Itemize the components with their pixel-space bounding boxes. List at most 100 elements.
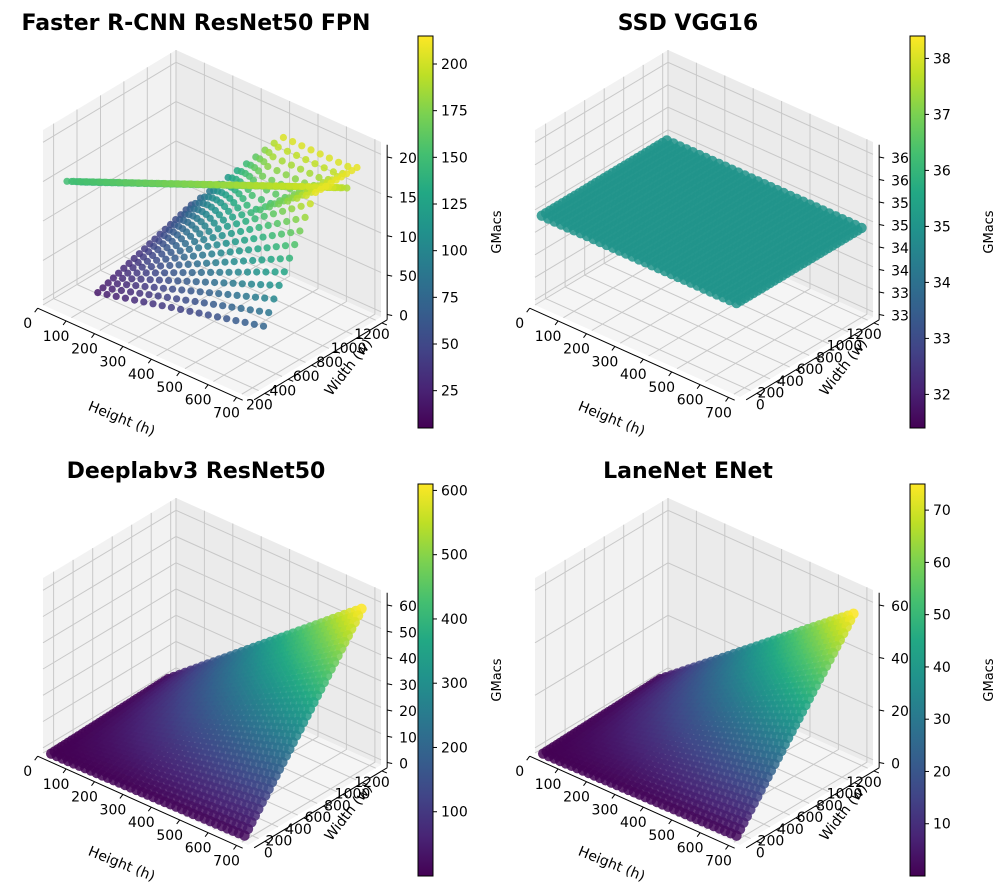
y-tick-label: 1200: [354, 775, 390, 791]
y-tick-label: 600: [797, 810, 824, 826]
y-axis-line: [253, 767, 388, 849]
grid-line: [42, 535, 382, 629]
data-point: [221, 258, 229, 266]
colorbar-tick-label: 600: [441, 483, 468, 499]
data-point: [285, 254, 294, 262]
colorbar-tick-label: 70: [933, 503, 951, 519]
colorbar-tick-label: 30: [933, 712, 951, 728]
data-point: [94, 289, 102, 297]
y-tick-mark: [381, 322, 388, 326]
data-point: [245, 246, 253, 254]
data-point: [280, 268, 288, 276]
data-point: [170, 269, 178, 277]
data-point: [210, 219, 218, 227]
x-tick-mark: [34, 755, 39, 761]
colorbar-tick-label: 200: [441, 740, 468, 756]
data-point: [112, 292, 120, 300]
data-point: [104, 279, 112, 287]
data-point: [239, 830, 250, 841]
data-point: [192, 278, 200, 286]
data-point: [301, 213, 309, 221]
colorbar-label: GMacs: [490, 210, 505, 253]
y-tick-label: 1200: [846, 775, 882, 791]
data-point: [242, 292, 250, 300]
grid-line: [184, 113, 319, 370]
data-point: [255, 167, 263, 175]
data-point: [316, 150, 324, 158]
x-tick-label: 300: [592, 354, 619, 370]
y-tick-mark: [381, 770, 388, 774]
data-point: [213, 181, 221, 189]
data-point: [181, 180, 189, 188]
data-point: [233, 291, 241, 299]
data-point: [269, 153, 277, 161]
y-tick-label: 0: [756, 397, 765, 413]
x-axis-line: [37, 307, 243, 401]
data-point: [157, 262, 165, 270]
z-tick-label: 40: [891, 652, 909, 668]
data-point: [285, 182, 293, 190]
z-tick-mark: [879, 709, 885, 712]
data-point: [297, 202, 305, 210]
y-tick-label: 200: [758, 834, 785, 850]
x-tick-label: 400: [620, 815, 647, 831]
data-point: [225, 268, 233, 276]
data-point: [174, 180, 182, 188]
data-point: [167, 248, 175, 256]
data-point: [255, 307, 264, 315]
grid-line: [42, 61, 382, 155]
data-point: [277, 230, 286, 238]
data-point: [264, 221, 272, 230]
y-tick-label: 0: [264, 845, 273, 861]
y-tick-label: 200: [246, 397, 273, 413]
subplot-lanenet: LaneNet ENet 010020030040050060070002004…: [515, 459, 996, 885]
grid-line: [603, 88, 810, 356]
data-point: [141, 179, 149, 187]
data-point: [141, 282, 149, 291]
x-tick-mark: [147, 806, 152, 812]
x-tick-label: 700: [705, 853, 732, 869]
data-point: [278, 157, 286, 165]
data-point: [292, 215, 300, 224]
data-point: [271, 268, 279, 276]
data-point: [177, 235, 185, 243]
data-point: [175, 261, 183, 269]
data-point: [109, 178, 117, 186]
data-point: [113, 280, 121, 288]
x-axis-line: [529, 755, 735, 849]
data-point: [204, 242, 212, 250]
colorbar-gradient: [417, 483, 434, 877]
data-point: [237, 227, 245, 236]
z-tick-mark: [879, 604, 885, 607]
x-tick-mark: [119, 794, 124, 799]
y-tick-label: 600: [293, 369, 320, 385]
data-point: [76, 178, 84, 186]
data-point: [227, 229, 235, 238]
y-tick-mark: [834, 793, 841, 797]
data-point: [153, 256, 161, 264]
data-point: [261, 294, 269, 302]
x-tick-mark: [204, 832, 209, 837]
data-point: [262, 268, 270, 276]
data-point: [191, 238, 199, 246]
data-point: [207, 268, 215, 276]
colorbar-tick-label: 150: [441, 150, 468, 166]
colorbar-tick-label: 75: [441, 290, 459, 306]
y-tick-mark: [358, 336, 364, 340]
y-tick-label: 800: [316, 355, 343, 371]
colorbar-tick-label: 40: [933, 660, 951, 676]
x-tick-label: 200: [71, 342, 98, 358]
data-point: [239, 181, 247, 189]
data-point: [187, 180, 195, 188]
data-point: [218, 232, 226, 240]
data-point: [195, 309, 203, 317]
data-point: [128, 179, 136, 187]
grid-line: [676, 113, 811, 370]
z-tick-mark: [879, 291, 885, 294]
data-point: [178, 286, 186, 294]
x-tick-label: 0: [23, 316, 32, 332]
data-points: [538, 608, 859, 841]
z-tick-mark: [387, 630, 393, 633]
data-point: [99, 284, 107, 292]
